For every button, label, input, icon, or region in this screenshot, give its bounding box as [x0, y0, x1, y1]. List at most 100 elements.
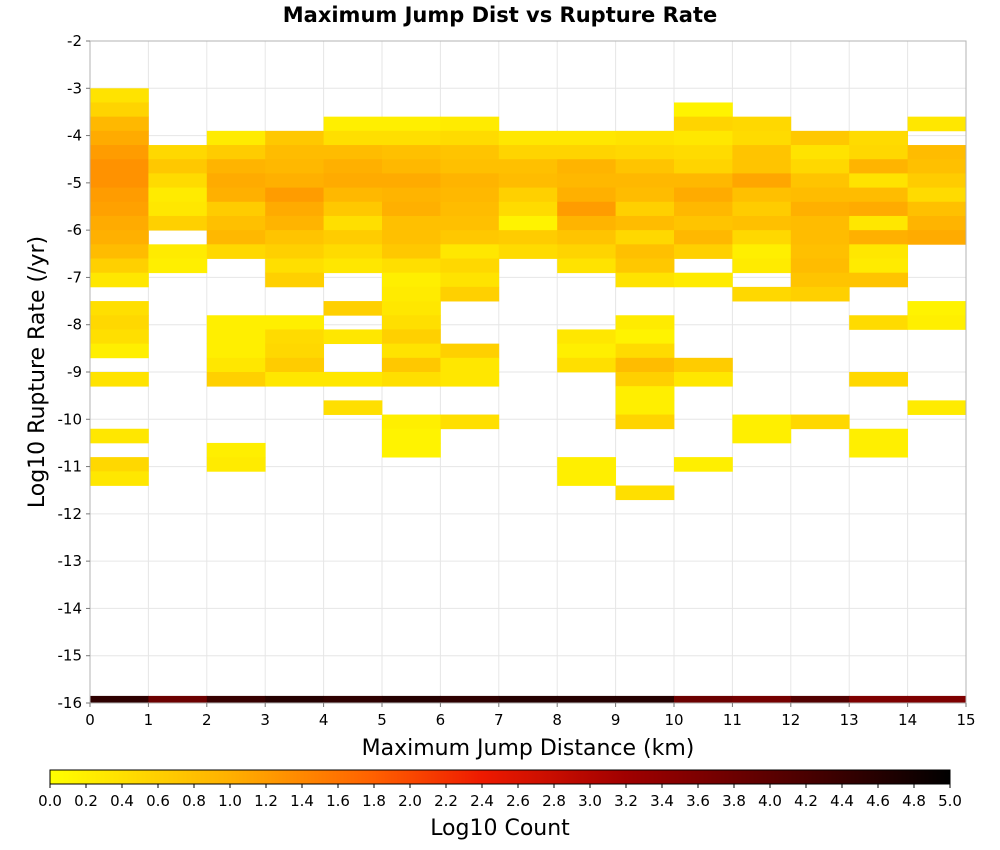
heatmap-cell	[90, 428, 149, 444]
heatmap-cell	[206, 230, 266, 245]
heatmap-cell	[90, 145, 149, 160]
heatmap-cell	[615, 145, 675, 160]
heatmap-cell	[440, 244, 500, 259]
heatmap-cell	[849, 315, 908, 330]
heatmap-cell	[674, 357, 733, 373]
heatmap-cell	[382, 357, 441, 373]
heatmap-cell	[265, 695, 324, 703]
heatmap-cell	[615, 159, 675, 174]
x-tick-label: 8	[552, 711, 562, 729]
heatmap-cell	[265, 230, 324, 245]
heatmap-cell	[907, 315, 967, 330]
heatmap-cell	[849, 173, 908, 188]
heatmap-cell	[849, 201, 908, 217]
colorbar-tick-label: 1.8	[362, 792, 386, 810]
x-tick-label: 0	[85, 711, 95, 729]
x-tick-label: 10	[664, 711, 683, 729]
heatmap-cell	[615, 343, 675, 359]
heatmap-cell	[440, 145, 500, 160]
heatmap-cell	[615, 272, 675, 288]
heatmap-cell	[674, 695, 733, 703]
heatmap-cell	[849, 187, 908, 203]
heatmap-cell	[265, 187, 324, 203]
heatmap-cell	[382, 301, 441, 316]
heatmap-cell	[382, 428, 441, 444]
heatmap-cell	[265, 315, 324, 330]
heatmap-cell	[615, 357, 675, 373]
x-tick-label: 5	[377, 711, 387, 729]
heatmap-cell	[615, 485, 675, 501]
x-tick-label: 6	[436, 711, 446, 729]
heatmap-cell	[557, 258, 616, 274]
heatmap-cell	[557, 695, 616, 703]
heatmap-cell	[90, 372, 149, 387]
heatmap-cell	[790, 414, 850, 430]
y-axis-ticks: -2 -3 -4 -5 -6 -7 -8 -9 -10 -11 -12 -13 -14 -15 -16	[58, 32, 90, 712]
heatmap-cell	[265, 372, 324, 387]
heatmap-cell	[206, 244, 266, 259]
heatmap-cell	[849, 230, 908, 245]
heatmap-cell	[440, 201, 500, 217]
heatmap-cell	[732, 173, 792, 188]
heatmap-cell	[382, 315, 441, 330]
colorbar-tick-label: 1.0	[218, 792, 242, 810]
heatmap-cell	[498, 145, 558, 160]
heatmap-cell	[907, 695, 967, 703]
heatmap-cell	[440, 130, 500, 146]
y-tick-label: -15	[58, 647, 83, 665]
heatmap-cell	[265, 130, 324, 146]
heatmap-cell	[674, 244, 733, 259]
y-tick-label: -16	[58, 694, 83, 712]
heatmap-cell	[323, 116, 383, 132]
heatmap-cell	[674, 116, 733, 132]
heatmap-cell	[323, 372, 383, 387]
heatmap-cell	[382, 372, 441, 387]
heatmap-cell	[907, 301, 967, 316]
colorbar-ticks: 0.0 0.2 0.4 0.6 0.8 1.0 1.2 1.4 1.6 1.8 2.0 2.2 2.4 2…	[38, 784, 962, 810]
heatmap-cell	[615, 414, 675, 430]
y-tick-label: -5	[67, 174, 82, 192]
heatmap-cell	[206, 187, 266, 203]
heatmap-cell	[440, 159, 500, 174]
heatmap-cell	[440, 695, 500, 703]
heatmap-cell	[674, 130, 733, 146]
y-tick-label: -8	[67, 316, 82, 334]
x-axis-ticks: 0 1 2 3 4 5 6 7 8 9 10 11 12 13 14 15	[85, 703, 976, 729]
heatmap-cell	[498, 244, 558, 259]
heatmap-cell	[90, 301, 149, 316]
heatmap-cell	[265, 272, 324, 288]
heatmap-cell	[148, 695, 208, 703]
colorbar-tick-label: 5.0	[938, 792, 962, 810]
heatmap-cell	[382, 187, 441, 203]
heatmap-cell	[90, 130, 149, 146]
heatmap-cell	[90, 695, 149, 703]
heatmap-cell	[206, 145, 266, 160]
heatmap-cell	[440, 187, 500, 203]
heatmap-cell	[498, 187, 558, 203]
heatmap-cell	[615, 130, 675, 146]
heatmap-cell	[90, 315, 149, 330]
heatmap-cell	[206, 201, 266, 217]
colorbar	[49, 769, 951, 785]
heatmap-cell	[557, 159, 616, 174]
colorbar-tick-label: 2.0	[398, 792, 422, 810]
heatmap-cell	[557, 173, 616, 188]
heatmap-cell	[615, 215, 675, 231]
heatmap-cell	[498, 215, 558, 231]
heatmap-cell	[907, 145, 967, 160]
colorbar-tick-label: 3.0	[578, 792, 602, 810]
heatmap-cell	[498, 695, 558, 703]
heatmap-cell	[557, 130, 616, 146]
heatmap-cell	[440, 372, 500, 387]
heatmap-cell	[148, 244, 208, 259]
heatmap-cell	[382, 145, 441, 160]
heatmap-cell	[90, 343, 149, 359]
heatmap-cell	[498, 230, 558, 245]
colorbar-tick-label: 4.6	[866, 792, 890, 810]
heatmap-cell	[382, 173, 441, 188]
heatmap-cell	[907, 400, 967, 415]
heatmap-cell	[849, 258, 908, 274]
y-tick-label: -3	[67, 79, 82, 97]
heatmap-cell	[674, 457, 733, 472]
heatmap-cell	[382, 329, 441, 345]
